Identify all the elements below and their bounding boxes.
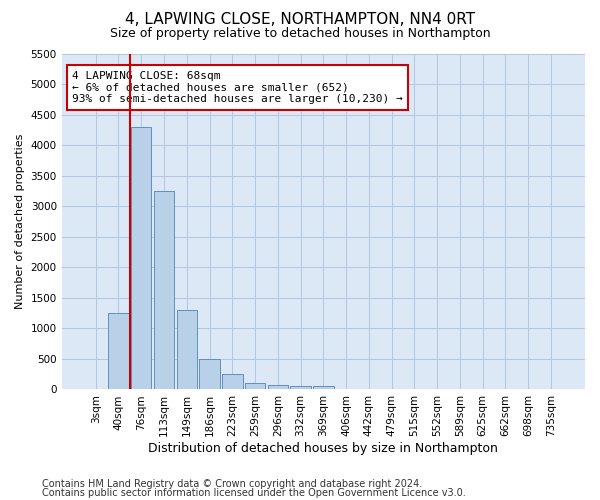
Text: Contains HM Land Registry data © Crown copyright and database right 2024.: Contains HM Land Registry data © Crown c… (42, 479, 422, 489)
Bar (131, 127, 151, 390)
Bar (154, 191, 174, 390)
Y-axis label: Number of detached properties: Number of detached properties (15, 134, 25, 310)
Bar (245, 384, 265, 390)
Bar (268, 385, 288, 390)
Text: 4, LAPWING CLOSE, NORTHAMPTON, NN4 0RT: 4, LAPWING CLOSE, NORTHAMPTON, NN4 0RT (125, 12, 475, 28)
Text: Size of property relative to detached houses in Northampton: Size of property relative to detached ho… (110, 28, 490, 40)
X-axis label: Distribution of detached houses by size in Northampton: Distribution of detached houses by size … (148, 442, 498, 455)
Bar (199, 359, 220, 390)
Bar (176, 310, 197, 390)
Bar (222, 374, 242, 390)
Bar (108, 313, 129, 390)
Bar (290, 386, 311, 390)
Text: 4 LAPWING CLOSE: 68sqm
← 6% of detached houses are smaller (652)
93% of semi-det: 4 LAPWING CLOSE: 68sqm ← 6% of detached … (72, 71, 403, 104)
Text: Contains public sector information licensed under the Open Government Licence v3: Contains public sector information licen… (42, 488, 466, 498)
Bar (313, 386, 334, 390)
